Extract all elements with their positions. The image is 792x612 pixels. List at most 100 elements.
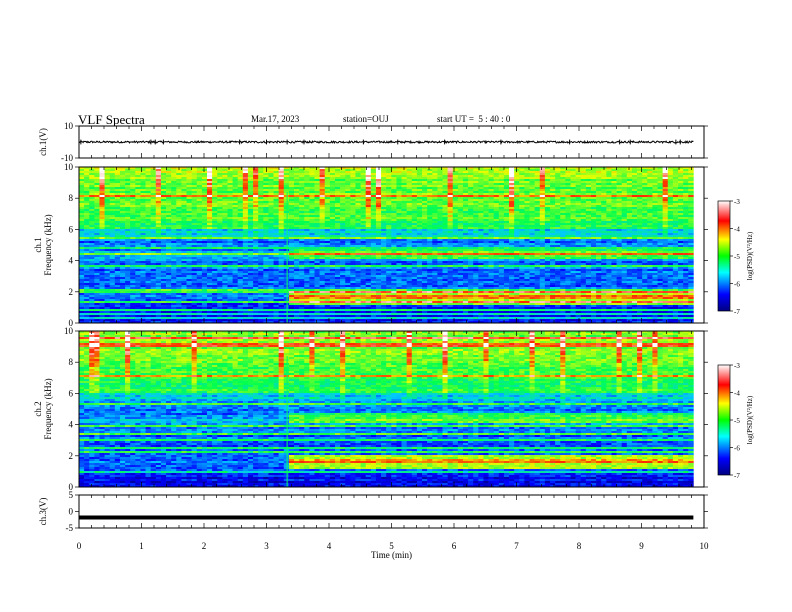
spectrogram-cell xyxy=(247,315,254,318)
spectrogram-cell xyxy=(273,203,279,206)
spectrogram-cell xyxy=(350,209,356,212)
spectrogram-cell xyxy=(345,213,351,216)
spectrogram-cell xyxy=(381,175,387,178)
spectrogram-cell xyxy=(258,169,264,172)
spectrogram-cell xyxy=(263,191,269,194)
spectrogram-cell xyxy=(360,167,367,170)
spectrogram-cell xyxy=(181,269,187,272)
spectrogram-cell xyxy=(166,321,172,324)
spectrogram-cell xyxy=(314,211,320,214)
spectrogram-cell xyxy=(217,299,223,302)
spectrogram-cell xyxy=(309,249,315,252)
spectrogram-cell xyxy=(253,219,259,222)
spectrogram-cell xyxy=(125,251,131,254)
spectrogram-cell xyxy=(360,179,367,182)
spectrogram-cell xyxy=(268,263,274,266)
spectrogram-cell xyxy=(79,215,85,218)
spectrogram-cell xyxy=(273,231,279,234)
spectrogram-cell xyxy=(79,253,85,256)
spectrogram-cell xyxy=(375,273,382,276)
spectrogram-cell xyxy=(273,237,279,240)
spectrogram-cell xyxy=(155,219,162,222)
spectrogram-cell xyxy=(319,259,326,262)
spectrogram-cell xyxy=(140,193,146,196)
spectrogram-cell xyxy=(196,221,203,224)
spectrogram-cell xyxy=(171,195,177,198)
spectrogram-cell xyxy=(355,241,361,244)
spectrogram-cell xyxy=(334,171,341,174)
spectrogram-cell xyxy=(294,203,300,206)
spectrogram-cell xyxy=(329,247,336,250)
spectrogram-cell xyxy=(273,169,279,172)
spectrogram-cell xyxy=(160,195,167,198)
spectrogram-cell xyxy=(222,263,228,266)
spectrogram-cell xyxy=(360,185,367,188)
spectrogram-cell xyxy=(206,219,213,222)
spectrogram-cell xyxy=(258,237,264,240)
spectrogram-cell xyxy=(319,309,326,312)
spectrogram-cell xyxy=(247,195,254,198)
spectrogram-cell xyxy=(160,291,167,294)
spectrogram-cell xyxy=(145,245,151,248)
spectrogram-cell xyxy=(79,237,85,240)
spectrogram-cell xyxy=(324,289,331,292)
spectrogram-cell xyxy=(212,235,218,238)
spectrogram-cell xyxy=(247,269,254,272)
spectrogram-cell xyxy=(135,181,141,184)
spectrogram-cell xyxy=(212,313,218,316)
spectrogram-cell xyxy=(181,171,187,174)
spectrogram-cell xyxy=(340,293,346,296)
spectrogram-cell xyxy=(350,187,356,190)
spectrogram-cell xyxy=(232,237,239,240)
spectrogram-cell xyxy=(334,299,341,302)
spectrogram-cell xyxy=(181,291,187,294)
spectrogram-cell xyxy=(334,251,341,254)
spectrogram-cell xyxy=(288,257,295,260)
spectrogram-cell xyxy=(135,199,141,202)
spectrogram-cell xyxy=(79,229,85,232)
spectrogram-cell xyxy=(84,213,90,216)
spectrogram-cell xyxy=(334,217,341,220)
spectrogram-cell xyxy=(176,277,182,280)
spectrogram-cell xyxy=(89,249,95,252)
spectrogram-cell xyxy=(242,297,249,300)
spectrogram-cell xyxy=(396,195,402,198)
spectrogram-cell xyxy=(370,181,377,184)
spectrogram-cell xyxy=(268,273,274,276)
spectrogram-cell xyxy=(84,239,90,242)
spectrogram-cell xyxy=(212,197,218,200)
spectrogram-cell xyxy=(268,317,274,320)
spectrogram-cell xyxy=(299,279,305,282)
spectrogram-cell xyxy=(227,305,233,308)
spectrogram-cell xyxy=(104,193,111,196)
spectrogram-cell xyxy=(365,261,372,264)
spectrogram-cell xyxy=(227,273,233,276)
spectrogram-cell xyxy=(283,201,290,204)
spectrogram-cell xyxy=(242,207,249,210)
spectrogram-cell xyxy=(345,177,351,180)
spectrogram-cell xyxy=(94,205,100,208)
spectrogram-cell xyxy=(247,303,254,306)
spectrogram-cell xyxy=(242,205,249,208)
spectrogram-cell xyxy=(89,169,95,172)
spectrogram-cell xyxy=(263,209,269,212)
spectrogram-cell xyxy=(263,169,269,172)
spectrogram-cell xyxy=(334,183,341,186)
spectrogram-cell xyxy=(324,275,331,278)
spectrogram-cell xyxy=(309,297,315,300)
spectrogram-cell xyxy=(391,229,397,232)
spectrogram-cell xyxy=(217,183,223,186)
spectrogram-cell xyxy=(299,199,305,202)
spectrogram-cell xyxy=(268,319,274,322)
spectrogram-cell xyxy=(150,199,157,202)
spectrogram-cell xyxy=(145,235,151,238)
spectrogram-cell xyxy=(217,305,223,308)
spectrogram-cell xyxy=(119,187,126,190)
spectrogram-cell xyxy=(304,169,310,172)
spectrogram-cell xyxy=(319,317,326,320)
spectrogram-cell xyxy=(84,235,90,238)
spectrogram-cell xyxy=(370,261,377,264)
spectrogram-cell xyxy=(396,219,402,222)
spectrogram-cell xyxy=(89,177,95,180)
spectrogram-cell xyxy=(334,167,341,170)
